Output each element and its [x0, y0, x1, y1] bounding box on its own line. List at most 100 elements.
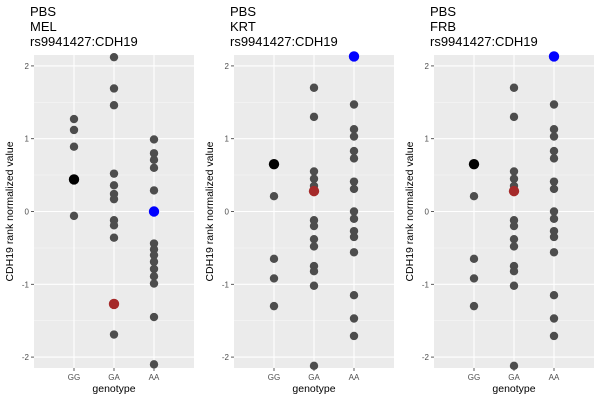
data-point [349, 314, 359, 323]
data-point [509, 242, 519, 251]
highlighted-point-black [68, 174, 80, 185]
data-point [149, 245, 159, 254]
data-point [309, 112, 319, 122]
data-point [149, 250, 159, 260]
highlighted-point-black [268, 158, 280, 170]
data-point [269, 192, 279, 201]
data-point [549, 291, 559, 300]
data-point [509, 281, 519, 290]
data-point [469, 274, 479, 283]
data-point [349, 226, 359, 236]
data-point [349, 331, 359, 341]
data-point [309, 361, 319, 371]
data-point [549, 177, 559, 186]
data-point [269, 301, 279, 311]
data-point [149, 155, 159, 165]
x-tick-label: GG [268, 373, 280, 382]
data-point [149, 360, 159, 369]
data-point [509, 266, 519, 276]
x-tick-label: AA [549, 373, 560, 382]
data-point [549, 154, 559, 163]
data-point [309, 281, 319, 290]
data-point [309, 83, 319, 92]
data-point [549, 248, 559, 257]
x-axis-label: genotype [492, 383, 535, 395]
data-point [509, 361, 519, 371]
data-point [349, 125, 359, 134]
data-point [509, 221, 519, 231]
data-point [549, 226, 559, 236]
data-point [509, 167, 519, 176]
data-point [309, 221, 319, 231]
data-point [69, 125, 79, 135]
data-point [349, 154, 359, 163]
data-point [149, 257, 159, 266]
data-point [349, 100, 359, 109]
y-tick-label: 0 [225, 208, 230, 217]
data-point [349, 146, 359, 156]
x-tick-label: AA [149, 373, 160, 382]
x-tick-label: GA [508, 373, 520, 382]
highlighted-point-red [508, 185, 520, 197]
data-point [149, 149, 159, 158]
chart-title-line: KRT [230, 19, 256, 34]
y-tick-label: 1 [25, 135, 30, 144]
y-tick-label: 1 [225, 135, 230, 144]
data-point [549, 232, 559, 242]
highlighted-point-black [468, 158, 480, 170]
highlighted-point-red [308, 185, 320, 197]
chart-title-line: MEL [30, 19, 57, 34]
data-point [109, 221, 119, 230]
data-point [109, 84, 119, 93]
data-point [149, 264, 159, 274]
data-point [149, 186, 159, 195]
y-tick-label: 1 [425, 135, 430, 144]
chart-title-line: rs9941427:CDH19 [30, 34, 138, 49]
data-point [109, 169, 119, 178]
highlighted-point-blue [148, 206, 160, 217]
y-tick-label: 2 [425, 62, 430, 71]
highlighted-point-blue [348, 51, 360, 62]
data-point [549, 214, 559, 223]
y-tick-label: 2 [225, 62, 230, 71]
data-point [69, 142, 79, 151]
data-point [349, 232, 359, 242]
chart-title-line: rs9941427:CDH19 [430, 34, 538, 49]
y-tick-label: -2 [222, 353, 230, 362]
chart-title-line: PBS [230, 4, 256, 19]
y-tick-label: -1 [22, 280, 30, 289]
data-point [549, 207, 559, 216]
x-tick-label: GA [108, 373, 120, 382]
data-point [349, 184, 359, 194]
y-tick-label: -2 [22, 353, 30, 362]
data-point [469, 254, 479, 264]
highlighted-point-red [108, 298, 120, 310]
data-point [309, 167, 319, 176]
x-tick-label: GG [468, 373, 480, 382]
data-point [509, 83, 519, 92]
chart-title-line: PBS [30, 4, 56, 19]
data-point [349, 248, 359, 257]
data-point [509, 216, 519, 225]
data-point [549, 132, 559, 141]
y-axis-label: CDH19 rank normalized value [404, 141, 416, 281]
data-point [149, 312, 159, 322]
data-point [109, 181, 119, 190]
data-point [349, 177, 359, 186]
data-point [109, 101, 119, 110]
data-point [149, 239, 159, 248]
x-tick-label: GA [308, 373, 320, 382]
data-point [149, 272, 159, 281]
data-point [109, 233, 119, 242]
data-point [549, 146, 559, 156]
y-axis-label: CDH19 rank normalized value [204, 141, 216, 281]
data-point [69, 114, 79, 124]
y-tick-label: -1 [422, 280, 430, 289]
y-tick-label: -1 [222, 280, 230, 289]
data-point [269, 254, 279, 264]
data-point [509, 112, 519, 122]
data-point [109, 194, 119, 204]
